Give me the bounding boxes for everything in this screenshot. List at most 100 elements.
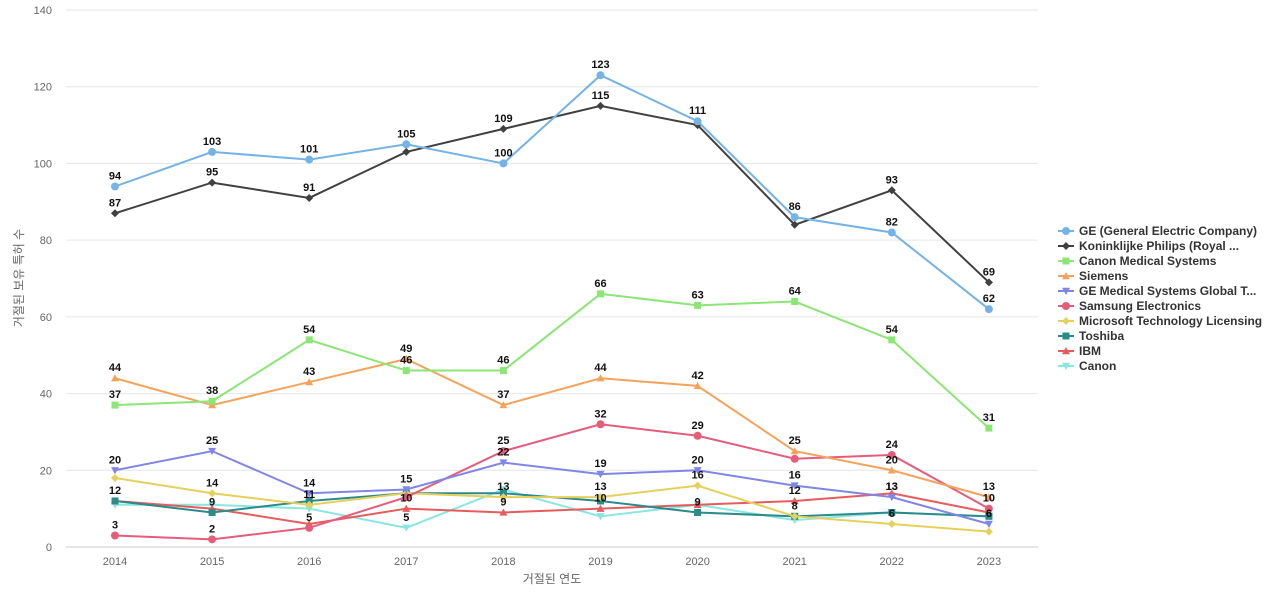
data-label: 22: [497, 447, 509, 459]
legend-item[interactable]: Koninklijke Philips (Royal ...: [1058, 239, 1239, 253]
data-point: [208, 508, 216, 516]
data-label: 10: [594, 493, 606, 505]
data-point: [597, 290, 604, 298]
data-point: [111, 374, 119, 382]
data-label: 31: [983, 412, 995, 424]
y-tick-label: 60: [40, 312, 52, 324]
data-label: 25: [206, 435, 218, 447]
data-label: 5: [403, 512, 409, 524]
x-axis-ticks: 2014 2015 2016 2017 2018 2019 2020 2021 2022 2023: [103, 556, 1001, 568]
data-label: 103: [203, 136, 221, 148]
data-label: 12: [789, 485, 801, 497]
legend-marker: [1062, 317, 1070, 325]
legend-marker: [1062, 287, 1070, 295]
legend-item[interactable]: Canon Medical Systems: [1058, 254, 1217, 268]
data-label: 24: [886, 439, 899, 451]
data-label: 66: [594, 278, 606, 290]
data-label: 37: [109, 389, 121, 401]
x-tick-label: 2015: [200, 556, 224, 568]
data-point: [402, 524, 411, 532]
data-point: [887, 450, 896, 459]
data-label: 6: [889, 508, 895, 520]
data-label: 25: [789, 435, 801, 447]
data-label: 19: [594, 458, 606, 470]
legend-item[interactable]: Microsoft Technology Licensing: [1058, 314, 1262, 328]
legend-marker: [1062, 242, 1070, 250]
data-label: 13: [983, 481, 995, 493]
data-point: [305, 155, 314, 164]
data-label: 20: [886, 454, 898, 466]
series-6: [111, 473, 993, 536]
data-point: [984, 527, 993, 536]
data-point: [111, 531, 119, 540]
legend-item[interactable]: IBM: [1058, 344, 1101, 358]
legend-label: IBM: [1079, 344, 1101, 358]
x-tick-label: 2020: [685, 556, 709, 568]
data-point: [887, 493, 896, 502]
data-point: [693, 481, 702, 490]
legend-marker: [1062, 257, 1070, 265]
data-point: [305, 378, 314, 386]
series-line: [114, 450, 990, 525]
data-point: [984, 305, 993, 314]
series-5: [111, 420, 993, 544]
x-tick-label: 2023: [977, 556, 1001, 568]
x-tick-label: 2016: [297, 556, 321, 568]
data-point: [887, 228, 896, 237]
data-point: [499, 447, 508, 456]
legend: GE (General Electric Company)Koninklijke…: [1058, 224, 1262, 373]
data-point: [596, 374, 605, 382]
data-label: 11: [303, 489, 315, 501]
series-1: [111, 101, 993, 287]
data-point: [887, 519, 896, 528]
data-label: 13: [886, 481, 898, 493]
data-labels: 9410310110510012311186826287959110911593…: [109, 59, 995, 535]
data-point: [596, 420, 605, 429]
data-point: [693, 117, 702, 126]
legend-marker: [1062, 362, 1070, 370]
data-point: [208, 178, 217, 187]
data-label: 6: [986, 508, 992, 520]
data-label: 12: [109, 485, 121, 497]
data-point: [111, 209, 119, 218]
data-label: 15: [400, 473, 412, 485]
data-label: 13: [594, 481, 606, 493]
series-line: [114, 74, 990, 310]
data-label: 20: [691, 454, 703, 466]
data-label: 38: [206, 385, 218, 397]
legend-label: GE (General Electric Company): [1079, 224, 1257, 238]
legend-item[interactable]: GE Medical Systems Global T...: [1058, 284, 1256, 298]
data-point: [499, 159, 508, 168]
legend-item[interactable]: Canon: [1058, 359, 1116, 373]
data-point: [111, 497, 119, 505]
data-point: [888, 336, 896, 344]
legend-marker: [1062, 302, 1070, 310]
y-tick-label: 140: [34, 5, 52, 17]
x-tick-label: 2021: [782, 556, 806, 568]
data-point: [790, 213, 799, 222]
legend-item[interactable]: Siemens: [1058, 269, 1129, 283]
data-label: 87: [109, 197, 121, 209]
series-line: [114, 292, 990, 429]
data-point: [499, 508, 508, 516]
data-label: 101: [300, 144, 318, 156]
data-point: [208, 535, 217, 544]
data-point: [305, 336, 313, 344]
data-label: 42: [691, 370, 703, 382]
legend-item[interactable]: Samsung Electronics: [1058, 299, 1201, 313]
legend-label: Canon Medical Systems: [1079, 254, 1217, 268]
data-label: 10: [400, 493, 412, 505]
data-label: 123: [591, 59, 609, 71]
data-point: [790, 220, 799, 229]
legend-item[interactable]: GE (General Electric Company): [1058, 224, 1257, 238]
data-point: [208, 489, 217, 498]
data-point: [402, 147, 411, 156]
data-point: [402, 140, 411, 149]
data-point: [111, 401, 119, 409]
data-label: 14: [303, 477, 316, 489]
data-label: 115: [592, 90, 610, 102]
data-point: [694, 301, 702, 309]
data-point: [499, 124, 508, 133]
legend-label: Toshiba: [1079, 329, 1124, 343]
legend-item[interactable]: Toshiba: [1058, 329, 1124, 343]
